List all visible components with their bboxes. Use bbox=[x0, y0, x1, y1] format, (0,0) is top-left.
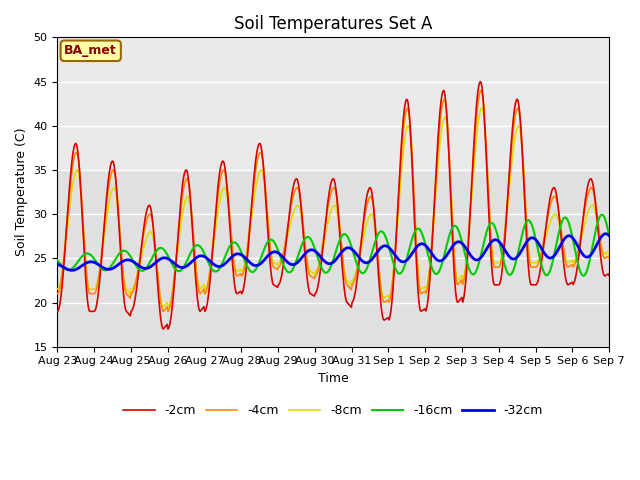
-8cm bbox=[417, 286, 425, 292]
-2cm bbox=[54, 309, 61, 314]
-2cm bbox=[63, 213, 71, 219]
-8cm bbox=[159, 304, 167, 310]
-4cm bbox=[206, 266, 214, 272]
-4cm bbox=[177, 205, 185, 211]
-32cm bbox=[417, 241, 425, 247]
-16cm bbox=[605, 233, 613, 239]
-4cm bbox=[477, 87, 485, 93]
-16cm bbox=[177, 268, 184, 274]
-32cm bbox=[177, 264, 185, 270]
-2cm bbox=[401, 102, 409, 108]
Text: BA_met: BA_met bbox=[65, 44, 117, 57]
Line: -2cm: -2cm bbox=[58, 82, 609, 329]
-16cm bbox=[579, 273, 587, 278]
-32cm bbox=[63, 266, 71, 272]
-2cm bbox=[417, 308, 425, 314]
-8cm bbox=[120, 277, 128, 283]
-16cm bbox=[120, 248, 128, 253]
-2cm bbox=[476, 79, 484, 84]
Line: -8cm: -8cm bbox=[58, 108, 609, 307]
X-axis label: Time: Time bbox=[318, 372, 349, 385]
-4cm bbox=[63, 216, 71, 221]
-16cm bbox=[63, 267, 71, 273]
-4cm bbox=[417, 290, 425, 296]
Line: -32cm: -32cm bbox=[58, 234, 609, 270]
-2cm bbox=[206, 277, 214, 283]
-8cm bbox=[206, 268, 214, 274]
-32cm bbox=[54, 262, 61, 267]
-16cm bbox=[205, 262, 213, 267]
-8cm bbox=[177, 221, 185, 227]
Bar bbox=[58, 37, 609, 170]
-4cm bbox=[120, 281, 128, 287]
Line: -4cm: -4cm bbox=[58, 90, 609, 312]
-32cm bbox=[121, 257, 129, 263]
-8cm bbox=[605, 251, 613, 257]
-2cm bbox=[120, 298, 128, 304]
-32cm bbox=[605, 233, 613, 239]
-32cm bbox=[206, 258, 214, 264]
-16cm bbox=[401, 264, 408, 270]
-8cm bbox=[478, 105, 486, 111]
-16cm bbox=[54, 258, 61, 264]
-32cm bbox=[68, 267, 76, 273]
-2cm bbox=[605, 273, 613, 279]
-8cm bbox=[63, 226, 71, 232]
-16cm bbox=[417, 228, 424, 233]
Y-axis label: Soil Temperature (C): Soil Temperature (C) bbox=[15, 128, 28, 256]
-32cm bbox=[401, 258, 409, 264]
-4cm bbox=[401, 114, 409, 120]
Legend: -2cm, -4cm, -8cm, -16cm, -32cm: -2cm, -4cm, -8cm, -16cm, -32cm bbox=[118, 399, 548, 422]
-4cm bbox=[54, 291, 61, 297]
Title: Soil Temperatures Set A: Soil Temperatures Set A bbox=[234, 15, 433, 33]
-16cm bbox=[598, 212, 606, 217]
Line: -16cm: -16cm bbox=[58, 215, 609, 276]
-8cm bbox=[401, 134, 409, 140]
-2cm bbox=[177, 196, 185, 202]
-4cm bbox=[159, 309, 167, 314]
-8cm bbox=[54, 287, 61, 292]
-4cm bbox=[605, 255, 613, 261]
-2cm bbox=[159, 326, 167, 332]
-32cm bbox=[602, 231, 609, 237]
